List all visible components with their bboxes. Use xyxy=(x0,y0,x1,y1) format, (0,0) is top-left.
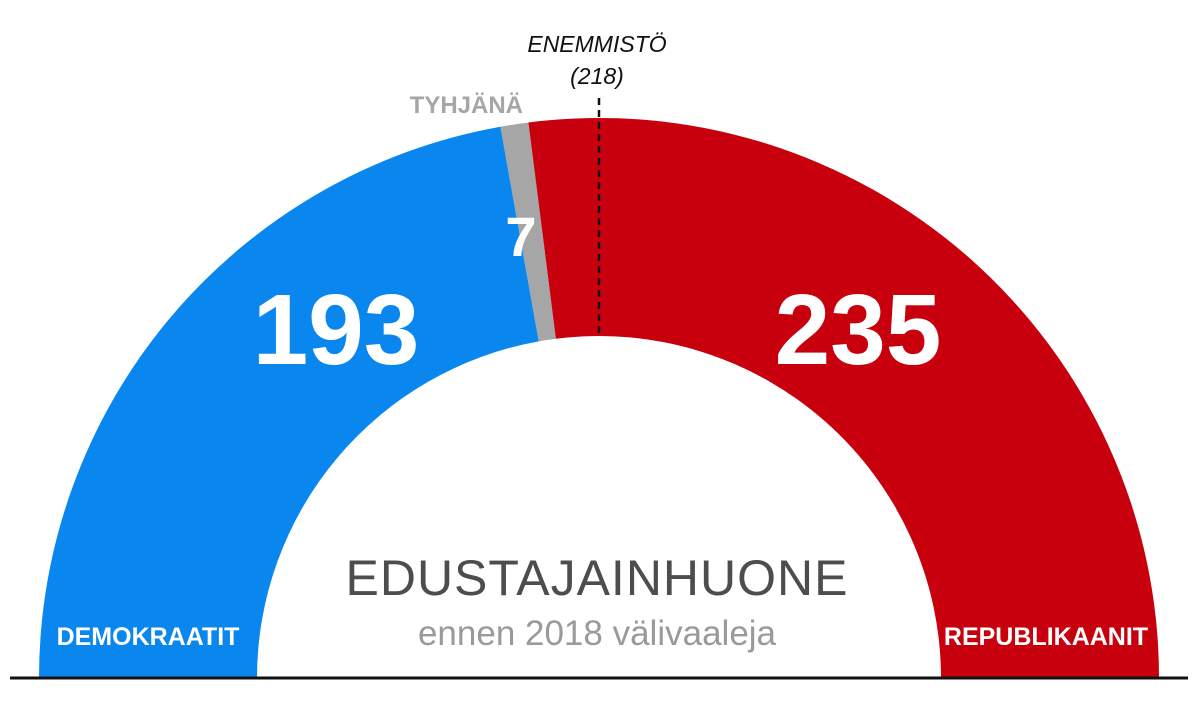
majority-value: (218) xyxy=(570,63,624,89)
arc-vacant xyxy=(500,122,556,342)
chart-subtitle: ennen 2018 välivaaleja xyxy=(418,614,777,653)
vacant-label: TYHJÄNÄ xyxy=(410,92,523,119)
arc-republicans xyxy=(528,118,1159,678)
democrats-seat-count: 193 xyxy=(253,274,420,386)
majority-label: ENEMMISTÖ xyxy=(527,31,666,57)
chart-title: EDUSTAJAINHUONE xyxy=(345,550,848,606)
arc-democrats xyxy=(39,126,539,679)
seat-arcs xyxy=(39,118,1159,679)
democrats-label: DEMOKRAATIT xyxy=(57,623,240,651)
republicans-label: REPUBLIKAANIT xyxy=(944,623,1148,651)
republicans-seat-count: 235 xyxy=(775,274,942,386)
vacant-seat-count: 7 xyxy=(505,205,536,268)
